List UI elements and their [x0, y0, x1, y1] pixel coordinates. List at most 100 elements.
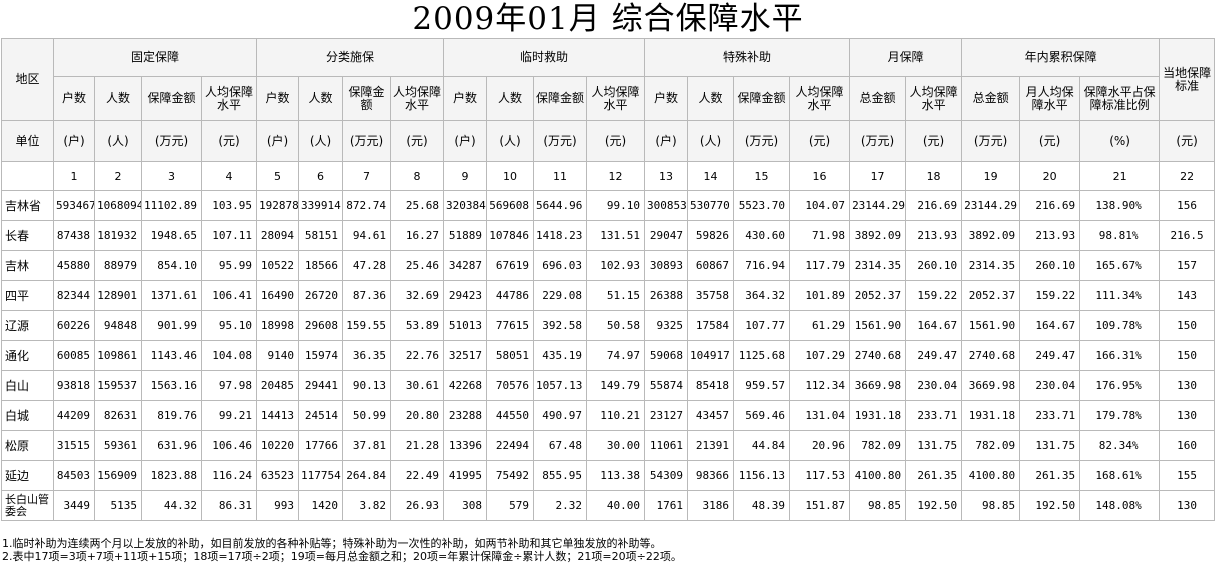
value-cell: 26.93: [390, 490, 445, 521]
value-cell: 60226: [53, 310, 95, 341]
value-cell: 29047: [644, 220, 689, 251]
value-cell: 112.34: [789, 370, 851, 401]
value-cell: 213.93: [1019, 220, 1081, 251]
value-cell: 9325: [644, 310, 689, 341]
index-cell: 2: [94, 161, 142, 191]
value-cell: 75492: [486, 460, 535, 491]
value-cell: 179.78%: [1079, 400, 1161, 431]
value-cell: 213.93: [905, 220, 963, 251]
group-header-fixed: 固定保障: [52, 38, 258, 77]
value-cell: 23127: [644, 400, 689, 431]
value-cell: 3669.98: [849, 370, 907, 401]
value-cell: 29423: [443, 280, 488, 311]
value-cell: 44550: [486, 400, 535, 431]
value-cell: 10522: [256, 250, 300, 281]
value-cell: 168.61%: [1079, 460, 1161, 491]
value-cell: 25.68: [390, 190, 445, 221]
footnote-2: 2.表中17项=3项+7项+11项+15项；18项=17项÷2项；19项=每月总…: [2, 550, 682, 563]
group-header-local-standard: 当地保障标准: [1159, 38, 1216, 121]
value-cell: 696.03: [533, 250, 588, 281]
index-cell: 16: [789, 161, 851, 191]
value-cell: 993: [256, 490, 300, 521]
value-cell: 164.67: [1019, 310, 1081, 341]
value-cell: 164.67: [905, 310, 963, 341]
value-cell: 104917: [687, 340, 735, 371]
value-cell: 308: [443, 490, 488, 521]
value-cell: 93818: [53, 370, 95, 401]
subheader-cell: 人数: [486, 76, 535, 121]
value-cell: 3.82: [342, 490, 392, 521]
value-cell: 159.55: [342, 310, 392, 341]
value-cell: 339914: [298, 190, 344, 221]
region-cell: 长白山管委会: [1, 490, 54, 521]
value-cell: 430.60: [733, 220, 791, 251]
value-cell: 176.95%: [1079, 370, 1161, 401]
value-cell: 94848: [94, 310, 142, 341]
index-cell: 8: [390, 161, 445, 191]
value-cell: 157: [1159, 250, 1216, 281]
group-header-temporary: 临时救助: [443, 38, 646, 77]
value-cell: 106.46: [200, 430, 258, 461]
value-cell: 872.74: [342, 190, 392, 221]
value-cell: 60867: [687, 250, 735, 281]
value-cell: 249.47: [905, 340, 963, 371]
index-cell: 9: [443, 161, 488, 191]
value-cell: 156: [1159, 190, 1216, 221]
value-cell: 95.10: [200, 310, 258, 341]
value-cell: 34287: [443, 250, 488, 281]
value-cell: 61.29: [789, 310, 851, 341]
table-row: 辽源 60226 94848 901.99 95.10 18998 29608 159.55 5…: [1, 310, 1216, 341]
value-cell: 5523.70: [733, 190, 791, 221]
unit-cell: (户): [53, 120, 95, 162]
value-cell: 3892.09: [849, 220, 907, 251]
value-cell: 131.04: [789, 400, 851, 431]
value-cell: 77615: [486, 310, 535, 341]
table-row: 松原 31515 59361 631.96 106.46 10220 17766 37.81 2…: [1, 430, 1216, 461]
subheader-cell: 户数: [443, 76, 488, 121]
value-cell: 98366: [687, 460, 735, 491]
value-cell: 87.36: [342, 280, 392, 311]
value-cell: 71.98: [789, 220, 851, 251]
unit-cell: (万元): [961, 120, 1021, 162]
value-cell: 131.51: [586, 220, 646, 251]
value-cell: 18566: [298, 250, 344, 281]
subheader-cell: 人均保障水平: [586, 76, 646, 121]
value-cell: 37.81: [342, 430, 392, 461]
subheader-cell: 保障金额: [533, 76, 588, 121]
unit-cell: (户): [644, 120, 689, 162]
subheader-cell: 户数: [53, 76, 95, 121]
value-cell: 59068: [644, 340, 689, 371]
value-cell: 216.69: [1019, 190, 1081, 221]
value-cell: 74.97: [586, 340, 646, 371]
value-cell: 130: [1159, 490, 1216, 521]
value-cell: 44.84: [733, 430, 791, 461]
group-header-classified: 分类施保: [256, 38, 445, 77]
value-cell: 138.90%: [1079, 190, 1161, 221]
value-cell: 192.50: [1019, 490, 1081, 521]
region-cell: 长春: [1, 220, 54, 251]
value-cell: 85418: [687, 370, 735, 401]
value-cell: 716.94: [733, 250, 791, 281]
value-cell: 50.99: [342, 400, 392, 431]
value-cell: 17766: [298, 430, 344, 461]
unit-header: 单位: [1, 120, 54, 162]
value-cell: 261.35: [1019, 460, 1081, 491]
value-cell: 5135: [94, 490, 142, 521]
value-cell: 84503: [53, 460, 95, 491]
value-cell: 143: [1159, 280, 1216, 311]
index-cell: 13: [644, 161, 689, 191]
subheader-cell: 总金额: [849, 76, 907, 121]
table-row: 四平 82344 128901 1371.61 106.41 16490 26720 87.3…: [1, 280, 1216, 311]
value-cell: 111.34%: [1079, 280, 1161, 311]
value-cell: 2314.35: [961, 250, 1021, 281]
table-row: 白山 93818 159537 1563.16 97.98 20485 29441 90.13…: [1, 370, 1216, 401]
index-cell: 1: [53, 161, 95, 191]
value-cell: 101.89: [789, 280, 851, 311]
value-cell: 42268: [443, 370, 488, 401]
value-cell: 35758: [687, 280, 735, 311]
value-cell: 107.11: [200, 220, 258, 251]
value-cell: 181932: [94, 220, 142, 251]
value-cell: 24514: [298, 400, 344, 431]
index-cell: 22: [1159, 161, 1216, 191]
value-cell: 2740.68: [849, 340, 907, 371]
